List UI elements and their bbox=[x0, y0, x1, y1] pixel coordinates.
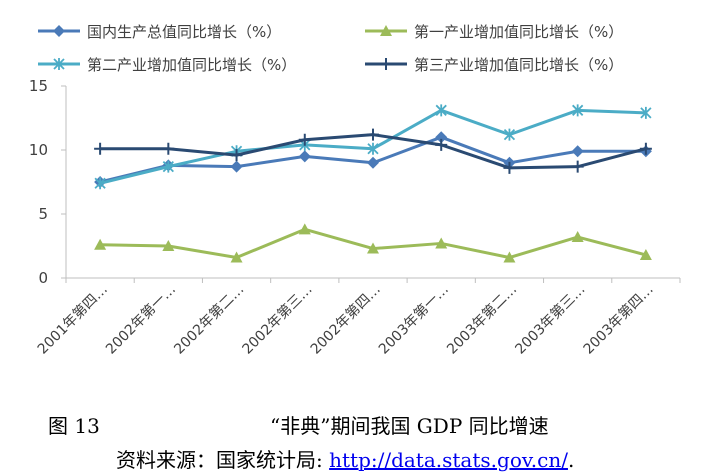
data-point-marker bbox=[640, 106, 652, 119]
legend-item: 第一产业增加值同比增长（%） bbox=[365, 23, 623, 41]
data-point-marker bbox=[571, 145, 584, 158]
legend-item: 国内生产总值同比增长（%） bbox=[38, 23, 281, 41]
data-point-marker bbox=[571, 231, 584, 243]
data-point-marker bbox=[298, 150, 311, 163]
source-label: 资料来源：国家统计局: bbox=[116, 448, 330, 472]
legend-label: 第三产业增加值同比增长（%） bbox=[414, 56, 623, 74]
figure-caption: 图 13 “非典”期间我国 GDP 同比增速 bbox=[0, 410, 711, 438]
data-point-marker bbox=[503, 251, 516, 263]
figure-number: 图 13 bbox=[48, 414, 100, 438]
data-point-marker bbox=[367, 128, 379, 141]
data-point-marker bbox=[367, 156, 379, 169]
y-tick-label: 0 bbox=[38, 269, 48, 287]
data-point-marker bbox=[503, 161, 516, 174]
data-point-marker bbox=[53, 58, 65, 70]
data-point-marker bbox=[380, 58, 392, 70]
data-point-marker bbox=[435, 138, 448, 151]
data-point-marker bbox=[380, 25, 392, 36]
data-point-marker bbox=[94, 177, 106, 190]
data-point-marker bbox=[53, 25, 65, 37]
source-suffix: . bbox=[567, 448, 575, 472]
data-point-marker bbox=[639, 142, 652, 155]
data-point-marker bbox=[230, 149, 243, 162]
data-point-marker bbox=[162, 160, 174, 173]
data-point-marker bbox=[367, 242, 379, 254]
x-category-label: 2002年第三… bbox=[239, 281, 316, 358]
line-chart: 0510152001年第四…2002年第一…2002年第二…2002年第三…20… bbox=[29, 23, 681, 358]
y-tick-label: 15 bbox=[29, 77, 48, 95]
source-note: 资料来源：国家统计局: http://data.stats.gov.cn/. bbox=[0, 444, 711, 473]
series-3 bbox=[94, 104, 652, 190]
data-point-marker bbox=[639, 248, 652, 260]
x-category-label: 2002年第四… bbox=[307, 281, 384, 358]
x-category-label: 2001年第四… bbox=[34, 281, 111, 358]
source-link[interactable]: http://data.stats.gov.cn/ bbox=[329, 448, 568, 472]
series-4 bbox=[94, 128, 652, 174]
data-point-marker bbox=[298, 223, 311, 235]
data-point-marker bbox=[162, 142, 175, 155]
data-point-marker bbox=[503, 128, 516, 141]
x-category-label: 2003年第三… bbox=[512, 281, 589, 358]
x-category-label: 2002年第二… bbox=[171, 281, 248, 358]
source-text: 资料来源：国家统计局: http://data.stats.gov.cn/. bbox=[116, 444, 574, 473]
legend-label: 第一产业增加值同比增长（%） bbox=[414, 23, 623, 41]
x-category-label: 2002年第一… bbox=[102, 281, 179, 358]
data-point-marker bbox=[571, 160, 584, 173]
legend-label: 国内生产总值同比增长（%） bbox=[87, 23, 281, 41]
data-point-marker bbox=[435, 104, 447, 117]
x-category-label: 2003年第二… bbox=[443, 281, 520, 358]
legend-item: 第二产业增加值同比增长（%） bbox=[38, 56, 296, 74]
data-point-marker bbox=[94, 238, 107, 250]
figure-title: “非典”期间我国 GDP 同比增速 bbox=[270, 414, 549, 438]
x-category-label: 2003年第一… bbox=[375, 281, 452, 358]
data-point-marker bbox=[162, 240, 175, 251]
legend-item: 第三产业增加值同比增长（%） bbox=[365, 56, 623, 74]
data-point-marker bbox=[572, 104, 584, 117]
data-point-marker bbox=[230, 251, 243, 263]
y-tick-label: 5 bbox=[38, 205, 48, 223]
data-point-marker bbox=[435, 131, 448, 144]
data-point-marker bbox=[367, 142, 379, 155]
legend-label: 第二产业增加值同比增长（%） bbox=[87, 56, 296, 74]
data-point-marker bbox=[94, 142, 107, 155]
data-point-marker bbox=[230, 160, 243, 173]
y-tick-label: 10 bbox=[29, 141, 48, 159]
x-category-label: 2003年第四… bbox=[580, 281, 657, 358]
series-2 bbox=[94, 223, 652, 263]
data-point-marker bbox=[435, 237, 448, 249]
data-point-marker bbox=[298, 133, 311, 146]
